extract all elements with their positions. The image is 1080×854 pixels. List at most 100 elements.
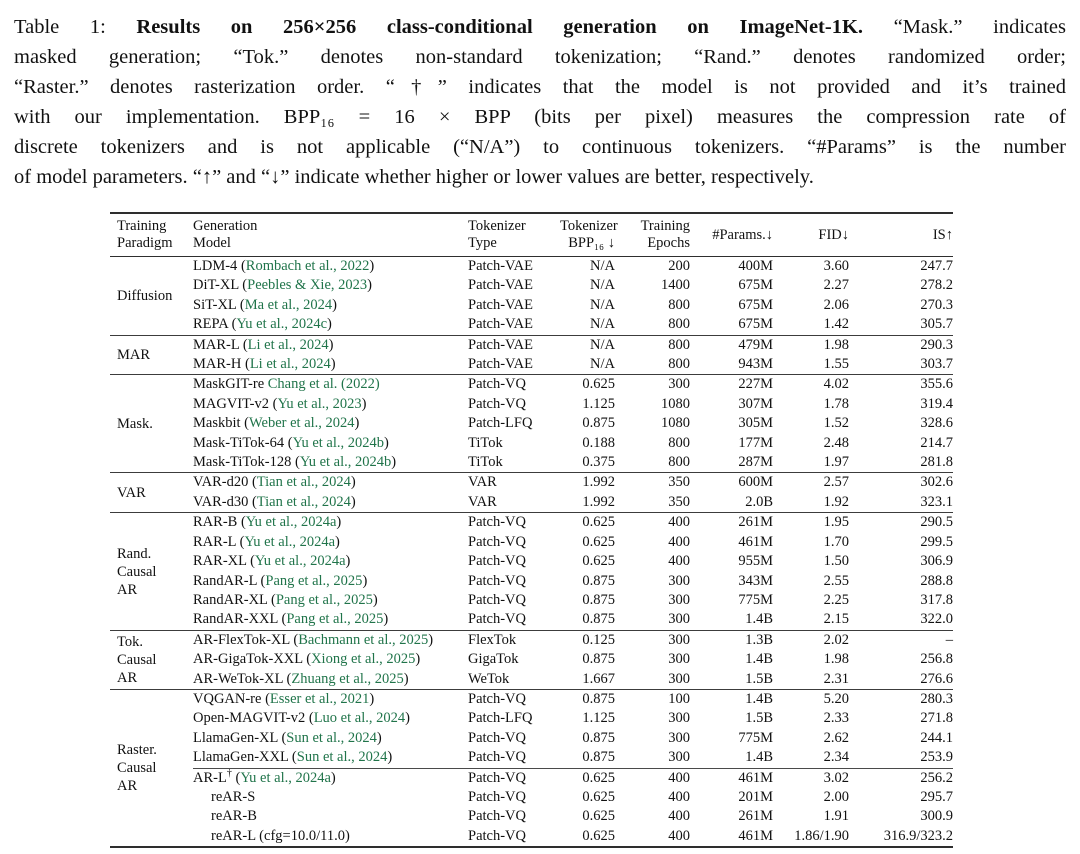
- citation-link[interactable]: Li et al., 2024: [249, 356, 331, 373]
- tokenizer-cell: Patch-VQ: [468, 767, 560, 788]
- citation-link[interactable]: Rombach et al., 2022: [245, 258, 370, 274]
- params-cell: 675M: [738, 296, 773, 313]
- model-cell: VQGAN-re (Esser et al., 2021): [193, 688, 468, 710]
- tokenizer-cell: Patch-VAE: [468, 356, 533, 373]
- tokenizer-cell: Patch-VQ: [468, 553, 526, 570]
- paradigm-label: Diffusion: [117, 287, 173, 304]
- epochs-cell: 350: [668, 493, 690, 510]
- citation-link[interactable]: Yu et al., 2024a: [240, 769, 331, 786]
- params-cell: 461M: [690, 767, 773, 788]
- citation-link[interactable]: Luo et al., 2024: [313, 710, 406, 727]
- fid-cell: 3.02: [773, 767, 849, 788]
- model-cell: VAR-d20 (Tian et al., 2024): [193, 472, 468, 493]
- citation-link[interactable]: Pang et al., 2025: [286, 611, 384, 628]
- citation-link[interactable]: Esser et al., 2021: [269, 690, 370, 707]
- is-cell: 271.8: [920, 710, 953, 727]
- bpp-cell: 0.625: [582, 553, 615, 570]
- dagger-note: †: [226, 767, 232, 779]
- bpp-cell: 0.625: [582, 808, 615, 825]
- tokenizer-cell: Patch-VQ: [468, 827, 526, 844]
- citation-link[interactable]: Yu et al., 2024b: [299, 454, 392, 471]
- params-cell: 600M: [690, 472, 773, 493]
- citation-link[interactable]: Yu et al., 2024b: [292, 434, 384, 451]
- cite-suffix: ): [361, 395, 367, 412]
- cite-prefix: (: [305, 710, 314, 727]
- params-cell: 305M: [738, 415, 773, 432]
- cite-prefix: (: [231, 769, 241, 786]
- epochs-cell: 400: [668, 827, 690, 844]
- params-cell: 343M: [738, 572, 773, 589]
- paradigm-label: Raster. Causal AR: [110, 688, 193, 848]
- caption-bold-title: Results on 256×256 class-conditional gen…: [136, 16, 864, 38]
- is-cell: 317.8: [920, 591, 953, 608]
- is-cell: 256.2: [849, 767, 953, 788]
- citation-link[interactable]: Tian et al., 2024: [256, 493, 351, 510]
- epochs-cell: 400: [668, 788, 690, 805]
- citation-link[interactable]: Pang et al., 2025: [275, 591, 373, 608]
- model-cell: RandAR-XL (Pang et al., 2025): [193, 591, 468, 610]
- cite-suffix: ): [345, 553, 351, 570]
- cite-prefix: (: [284, 434, 293, 451]
- bpp-cell: 0.875: [560, 688, 615, 710]
- cite-suffix: ): [372, 591, 378, 608]
- paradigm-label: VAR: [110, 472, 193, 513]
- params-cell: 1.4B: [690, 688, 773, 710]
- citation-link[interactable]: Chang et al. (2022): [267, 376, 380, 393]
- tokenizer-cell: WeTok: [468, 670, 510, 687]
- model-cell: RandAR-XXL (Pang et al., 2025): [193, 610, 468, 630]
- tokenizer-cell: Patch-VAE: [468, 277, 533, 294]
- citation-link[interactable]: Yu et al., 2024a: [244, 533, 336, 550]
- citation-link[interactable]: Yu et al., 2024c: [236, 316, 328, 333]
- citation-link[interactable]: Sun et al., 2024: [286, 729, 377, 746]
- cite-suffix: ): [415, 651, 421, 668]
- epochs-cell: 800: [668, 296, 690, 313]
- model-name: RAR-XL: [193, 553, 247, 570]
- model-cell: reAR-B: [193, 807, 468, 826]
- tokenizer-cell: TiTok: [468, 454, 503, 471]
- bpp-cell: 0.625: [582, 788, 615, 805]
- fid-cell: 2.31: [823, 670, 849, 687]
- params-cell: 943M: [738, 356, 773, 373]
- citation-link[interactable]: Xiong et al., 2025: [311, 651, 416, 668]
- model-cell: REPA (Yu et al., 2024c): [193, 315, 468, 335]
- tokenizer-cell: TiTok: [468, 434, 503, 451]
- tokenizer-cell: Patch-VQ: [468, 572, 526, 589]
- tokenizer-cell: Patch-VAE: [468, 334, 560, 356]
- citation-link[interactable]: Bachmann et al., 2025: [298, 631, 429, 648]
- bpp-cell: N/A: [590, 258, 615, 274]
- model-cell: AR-WeTok-XL (Zhuang et al., 2025): [193, 670, 468, 690]
- citation-link[interactable]: Pang et al., 2025: [265, 572, 363, 589]
- params-cell: 461M: [738, 533, 773, 550]
- table-row: Tok. Causal AR AR-FlexTok-XL (Bachmann et…: [110, 629, 953, 690]
- params-cell: 479M: [690, 334, 773, 356]
- paradigm-label: Tok. Causal AR: [110, 629, 193, 690]
- citation-link[interactable]: Tian et al., 2024: [256, 474, 351, 491]
- fid-cell: 1.50: [823, 553, 849, 570]
- epochs-cell: 800: [668, 454, 690, 471]
- model-name: RandAR-XL: [193, 591, 268, 608]
- citation-link[interactable]: Yu et al., 2024a: [254, 553, 346, 570]
- citation-link[interactable]: Yu et al., 2024a: [245, 514, 337, 531]
- cite-suffix: ): [403, 670, 409, 687]
- is-cell: 305.7: [920, 316, 953, 333]
- cite-prefix: (: [302, 651, 312, 668]
- bpp-cell: 0.875: [582, 572, 615, 589]
- paradigm-label: Mask.: [110, 374, 193, 473]
- cite-prefix: (: [235, 533, 245, 550]
- citation-link[interactable]: Sun et al., 2024: [296, 749, 388, 766]
- fid-cell: 2.15: [823, 611, 849, 628]
- citation-link[interactable]: Zhuang et al., 2025: [291, 670, 404, 687]
- citation-link[interactable]: Peebles & Xie, 2023: [247, 277, 368, 294]
- bpp-cell: 0.375: [582, 454, 615, 471]
- model-cell: AR-GigaTok-XXL (Xiong et al., 2025): [193, 650, 468, 669]
- table-row: MAR-H (Li et al., 2024) Patch-VAE N/A 800 94…: [110, 355, 953, 375]
- citation-link[interactable]: Ma et al., 2024: [244, 296, 333, 313]
- fid-cell: 1.98: [823, 651, 849, 668]
- citation-link[interactable]: Yu et al., 2023: [277, 395, 362, 412]
- bpp-cell: 0.875: [582, 611, 615, 628]
- params-cell: 261M: [690, 512, 773, 533]
- citation-link[interactable]: Li et al., 2024: [247, 336, 329, 353]
- model-cell: reAR-S: [193, 788, 468, 807]
- citation-link[interactable]: Weber et al., 2024: [249, 415, 355, 432]
- paradigm-label: Rand. Causal AR: [110, 512, 193, 631]
